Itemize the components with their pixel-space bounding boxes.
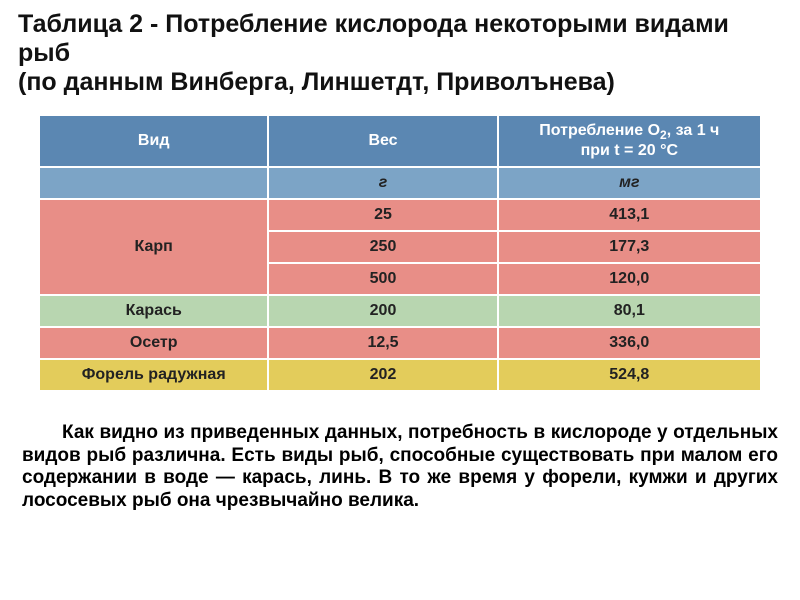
col-header-1: Вес [268,115,497,167]
title-line-1: Таблица 2 - Потребление кислорода некото… [18,10,729,67]
table-row: Форель радужная202524,8 [39,359,761,391]
body-paragraph: Как видно из приведенных данных, потребн… [18,422,782,512]
o2-cell: 177,3 [498,231,761,263]
title-line-2: (по данным Винберга, Линшетдт, Приволъне… [18,68,615,96]
col-header-0: Вид [39,115,268,167]
o2-cell: 120,0 [498,263,761,295]
weight-cell: 200 [268,295,497,327]
o2-cell: 413,1 [498,199,761,231]
o2-cell: 336,0 [498,327,761,359]
table-row: Карп25413,1 [39,199,761,231]
weight-cell: 500 [268,263,497,295]
table-row: Карась20080,1 [39,295,761,327]
weight-cell: 202 [268,359,497,391]
col-unit-1: г [268,167,497,199]
page-title: Таблица 2 - Потребление кислорода некото… [18,10,782,96]
table-row: Осетр12,5336,0 [39,327,761,359]
species-cell: Карп [39,199,268,295]
o2-cell: 80,1 [498,295,761,327]
weight-cell: 250 [268,231,497,263]
col-unit-2: мг [498,167,761,199]
col-header-2: Потребление О2, за 1 чпри t = 20 °С [498,115,761,167]
col-unit-0 [39,167,268,199]
species-cell: Форель радужная [39,359,268,391]
oxygen-consumption-table: ВидВесПотребление О2, за 1 чпри t = 20 °… [38,114,762,392]
weight-cell: 25 [268,199,497,231]
tbody: ВидВесПотребление О2, за 1 чпри t = 20 °… [39,115,761,391]
species-cell: Карась [39,295,268,327]
o2-cell: 524,8 [498,359,761,391]
weight-cell: 12,5 [268,327,497,359]
species-cell: Осетр [39,327,268,359]
